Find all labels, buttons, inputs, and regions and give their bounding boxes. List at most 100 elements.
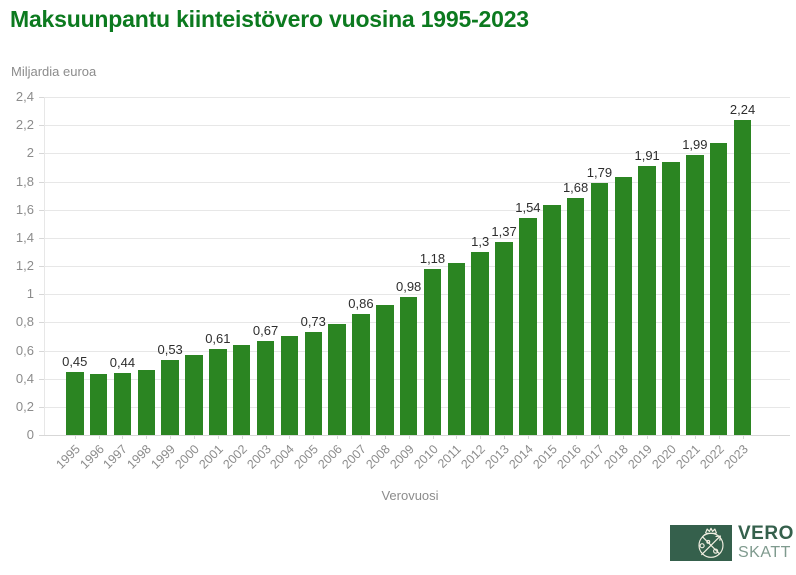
plot-area	[44, 97, 790, 436]
gridline-2.2	[44, 125, 790, 127]
bar-value-label-2023: 2,24	[729, 101, 756, 117]
x-tick-mark	[217, 435, 219, 439]
x-tick-mark	[551, 435, 553, 439]
y-tick-label: 1,2	[15, 258, 34, 273]
x-tick-mark	[337, 435, 339, 439]
x-tick-mark	[241, 435, 243, 439]
x-tick-mark	[98, 435, 100, 439]
y-tick-label: 1	[26, 286, 34, 302]
x-tick-mark	[74, 435, 76, 439]
bar-2008	[376, 305, 394, 435]
bar-1996	[89, 374, 108, 435]
y-tick-mark	[39, 378, 44, 380]
bar-1995	[66, 371, 84, 435]
y-tick-mark	[39, 237, 44, 239]
x-tick-mark	[694, 435, 696, 439]
x-tick-mark	[265, 435, 267, 439]
x-tick-mark	[384, 435, 386, 439]
bar-2012	[471, 251, 489, 435]
bar-2000	[185, 354, 203, 435]
bar-value-label-2019: 1,91	[634, 148, 660, 163]
vero-crest-icon	[698, 527, 724, 558]
bar-value-label-2014: 1,54	[515, 200, 541, 216]
x-tick-mark	[432, 435, 434, 439]
y-tick-mark	[39, 209, 44, 211]
bar-2023	[733, 119, 752, 435]
x-tick-mark	[742, 435, 744, 439]
bar-2018	[614, 177, 633, 435]
y-tick-mark	[39, 322, 44, 324]
bar-value-label-2010: 1,18	[419, 250, 446, 266]
x-tick-mark	[623, 435, 625, 439]
y-tick-mark	[39, 294, 44, 296]
y-tick-mark	[39, 406, 44, 408]
gridline-2.4	[44, 97, 790, 98]
y-tick-mark	[39, 435, 44, 436]
x-tick-mark	[480, 435, 482, 439]
y-tick-label: 0	[26, 427, 34, 442]
bar-2010	[423, 268, 442, 435]
x-tick-mark	[170, 435, 172, 439]
x-tick-mark	[456, 435, 458, 439]
bar-2001	[209, 349, 227, 435]
bar-2005	[304, 332, 322, 435]
vero-emblem-box	[670, 524, 732, 561]
bar-2011	[447, 263, 466, 435]
gridline-1.8	[44, 181, 790, 183]
bar-1999	[161, 360, 179, 435]
bar-2002	[232, 344, 251, 435]
bar-2020	[662, 161, 680, 435]
bar-value-label-2017: 1,79	[586, 164, 613, 180]
y-tick-label: 2,2	[15, 117, 34, 133]
bar-value-label-2016: 1,68	[562, 180, 589, 196]
bar-value-label-1997: 0,44	[109, 355, 136, 371]
y-tick-label: 1,6	[15, 201, 34, 217]
vero-logo: VERO SKATT	[670, 524, 794, 561]
x-tick-mark	[122, 435, 124, 439]
logo-text-skatt: SKATT	[738, 544, 791, 561]
bar-value-label-2003: 0,67	[252, 322, 279, 338]
logo-text-vero: VERO	[738, 523, 794, 544]
bar-value-label-2012: 1,3	[471, 233, 490, 249]
bar-1998	[137, 370, 156, 435]
chart-title: Maksuunpantu kiinteistövero vuosina 1995…	[10, 6, 529, 32]
x-axis-title: Verovuosi	[381, 488, 439, 503]
x-tick-mark	[599, 435, 601, 439]
bar-value-label-1999: 0,53	[157, 342, 183, 358]
gridline-0	[44, 435, 790, 436]
x-tick-mark	[527, 435, 529, 439]
x-tick-mark	[194, 435, 195, 439]
y-tick-label: 2	[26, 145, 34, 161]
x-tick-mark	[408, 435, 410, 439]
bar-2003	[256, 340, 275, 435]
x-tick-mark	[360, 435, 362, 439]
bar-2021	[686, 154, 704, 435]
bar-value-label-2021: 1,99	[682, 136, 708, 152]
bar-2009	[399, 296, 418, 435]
x-tick-mark	[504, 435, 506, 439]
x-tick-mark	[647, 435, 649, 439]
gridline-1.6	[44, 209, 790, 211]
y-tick-mark	[39, 181, 44, 183]
bar-2019	[638, 166, 656, 435]
y-tick-mark	[39, 125, 44, 127]
y-tick-mark	[39, 350, 44, 352]
x-tick-mark	[146, 435, 148, 439]
x-tick-mark	[289, 435, 291, 439]
bar-2013	[495, 242, 513, 435]
bar-2016	[566, 198, 585, 435]
bar-value-label-1995: 0,45	[62, 353, 88, 369]
bar-value-label-2007: 0,86	[348, 295, 374, 311]
bar-value-label-2005: 0,73	[300, 314, 326, 330]
bar-value-label-2001: 0,61	[205, 331, 231, 347]
y-tick-label: 0,8	[15, 314, 34, 330]
bar-value-label-2013: 1,37	[491, 224, 517, 240]
x-tick-mark	[671, 435, 672, 439]
x-tick-mark	[313, 435, 315, 439]
y-tick-label: 0,4	[15, 370, 34, 386]
y-tick-mark	[39, 97, 44, 98]
x-tick-mark	[575, 435, 577, 439]
bar-1997	[113, 373, 132, 435]
y-tick-label: 2,4	[15, 89, 34, 104]
y-tick-label: 0,6	[15, 342, 34, 358]
